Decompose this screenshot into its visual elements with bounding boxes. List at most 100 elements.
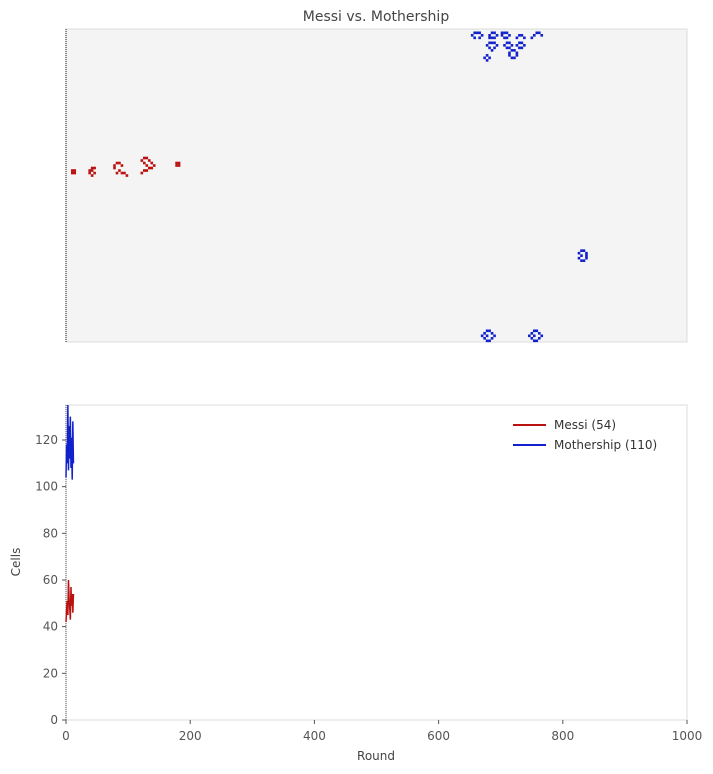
messi-cell [143,169,146,172]
messi-cell [150,166,154,170]
messi-cell [73,171,77,175]
mothership-cell [490,41,494,45]
mothership-cell [488,41,491,45]
x-ticks: 0 200 400 600 800 1000 [62,720,702,743]
messi-cell [113,164,116,167]
mothership-cell [530,336,534,340]
mothership-cell [508,41,511,45]
mothership-cell [470,34,474,37]
y-tick-label: 120 [35,433,58,447]
mothership-cell [488,339,491,343]
mothership-cell [577,251,581,255]
messi-cell [147,159,151,162]
mothership-cell [585,254,588,257]
mothership-cell [485,329,489,333]
mothership-cell [520,41,524,45]
mothership-cell [585,251,588,255]
mothership-cell [480,34,484,37]
x-tick-label: 0 [62,729,70,743]
board-area [65,28,688,343]
mothership-cell [540,34,544,37]
mothership-cell [532,334,536,338]
mothership-cell [483,56,486,60]
messi-cell [113,166,116,170]
messi-cell [145,169,149,172]
mothership-cell [495,34,499,37]
x-tick-label: 800 [551,729,574,743]
messi-cell [177,164,181,167]
messi-cell [145,164,149,167]
mothership-cell [500,34,504,37]
series-lines [65,404,75,623]
messi-cell [118,161,121,165]
mothership-cell [488,329,491,333]
mothership-cell [518,41,521,45]
mothership-cell [508,46,511,50]
mothership-cell [493,41,496,45]
mothership-cell [505,46,509,50]
mothership-cell [473,36,476,40]
messi-cell [93,166,96,170]
mothership-cell [508,54,511,57]
mothership-cell [508,34,511,37]
y-tick-label: 0 [50,713,58,727]
mothership-cell [580,259,583,262]
mothership-cell [582,259,586,262]
mothership-cell [528,334,531,338]
y-tick-label: 100 [35,480,58,494]
messi-cell [70,169,74,172]
mothership-cell [513,56,516,60]
mothership-cell [478,36,481,40]
mothership-cell [473,31,476,35]
messi-cell [115,161,119,165]
series-line-messi [65,579,75,623]
messi-cell [143,161,146,165]
mothership-cell [493,31,496,35]
mothership-cell [518,46,521,50]
messi-cell [90,174,94,177]
mothership-cell [493,334,496,338]
mothership-cell [490,336,494,340]
mothership-cell [490,331,494,335]
messi-cell [93,171,96,175]
mothership-cell [582,249,586,252]
mothership-cell [490,49,494,52]
messi-cell [90,169,94,172]
mothership-cell [485,339,489,343]
mothership-cell [532,34,536,37]
mothership-cell [530,36,534,40]
messi-cell [118,169,121,172]
mothership-cell [532,329,536,333]
messi-cell [120,171,124,175]
plot-area [65,404,688,721]
mothership-cell [483,331,486,335]
mothership-cell [515,36,519,40]
mothership-cell [490,31,494,35]
y-tick-label: 40 [43,620,58,634]
messi-cell [152,164,156,167]
mothership-cell [495,44,499,47]
messi-cell [123,171,126,175]
messi-cell [140,159,144,162]
mothership-cell [515,44,519,47]
mothership-cell [510,49,514,52]
mothership-cell [585,256,588,260]
board-cells [70,31,588,343]
mothership-cell [493,36,496,40]
messi-cell [175,164,178,167]
mothership-cell [505,31,509,35]
mothership-cell [537,331,541,335]
mothership-cell [490,36,494,40]
messi-cell [125,174,129,177]
legend-label-mothership: Mothership (110) [554,438,657,452]
messi-cell [177,161,181,165]
mothership-cell [520,34,524,37]
messi-cell [70,171,74,175]
mothership-cell [515,51,519,55]
mothership-cell [518,34,521,37]
mothership-cell [500,31,504,35]
mothership-cell [508,51,511,55]
mothership-cell [535,31,539,35]
series-line-mothership [65,404,75,480]
messi-cell [120,164,124,167]
